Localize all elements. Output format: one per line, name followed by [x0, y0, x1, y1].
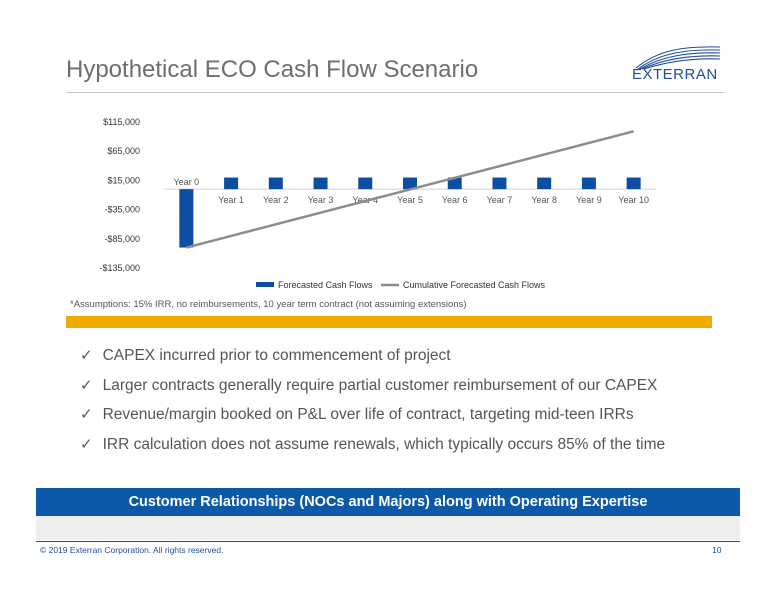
checkmark-icon: ✓	[80, 347, 93, 364]
x-category-label: Year 0	[174, 177, 200, 187]
x-category-label: Year 10	[618, 195, 649, 205]
x-category-label: Year 3	[308, 195, 334, 205]
cumulative-line	[186, 130, 634, 249]
bar-year-8	[537, 177, 552, 190]
bullet-text: CAPEX incurred prior to commencement of …	[102, 347, 451, 364]
x-category-label: Year 8	[531, 195, 557, 205]
bar-year-5	[403, 177, 417, 190]
assumptions-note: *Assumptions: 15% IRR, no reimbursements…	[70, 299, 467, 310]
y-axis-ticks: $115,000 $65,000 $15,000 -$35,000 -$85,000 -$…	[99, 117, 140, 273]
bullet-text: Larger contracts generally require parti…	[102, 376, 658, 394]
y-tick-label: $65,000	[107, 146, 140, 156]
bullet-text: Revenue/margin booked on P&L over life o…	[102, 406, 634, 423]
cash-flow-chart: $115,000 $65,000 $15,000 -$35,000 -$85,000 -$…	[99, 117, 656, 290]
y-tick-label: $15,000	[107, 175, 140, 185]
bullet-item: ✓ Larger contracts generally require part…	[80, 376, 665, 406]
customer-relationships-banner: Customer Relationships (NOCs and Majors)…	[36, 488, 740, 516]
bar-year-0	[179, 189, 194, 248]
x-category-label: Year 5	[397, 195, 423, 205]
bar-year-6	[447, 177, 462, 190]
bullet-item: ✓ IRR calculation does not assume renewal…	[80, 435, 665, 465]
x-category-label: Year 7	[487, 195, 513, 205]
logo-swoosh-icon	[635, 46, 721, 70]
x-category-label: Year 9	[576, 195, 602, 205]
bar-year-1	[224, 177, 239, 190]
bar-year-9	[581, 177, 596, 190]
exterran-logo: EXTERRAN	[628, 44, 724, 88]
x-category-label: Year 2	[263, 195, 289, 205]
title-divider	[66, 92, 724, 93]
y-tick-label: -$135,000	[99, 263, 140, 273]
chart-legend: Forecasted Cash Flows Cumulative Forecas…	[256, 280, 546, 290]
gold-divider-bar	[66, 316, 712, 328]
bar-year-7	[492, 177, 507, 190]
banner-underlay	[36, 516, 740, 540]
footer-divider	[36, 541, 740, 542]
x-category-label: Year 1	[218, 195, 244, 205]
bullet-text: IRR calculation does not assume renewals…	[102, 435, 666, 453]
bar-year-3	[313, 177, 328, 190]
bullet-item: ✓ CAPEX incurred prior to commencement of…	[80, 346, 665, 376]
y-tick-label: $115,000	[103, 117, 140, 127]
checkmark-icon: ✓	[80, 376, 93, 394]
page-number: 10	[712, 545, 722, 555]
logo-wordmark: EXTERRAN	[632, 66, 718, 83]
checkmark-icon: ✓	[80, 435, 93, 453]
bar-year-10	[626, 177, 641, 190]
bullet-item: ✓ Revenue/margin booked on P&L over life …	[80, 405, 665, 435]
legend-label-cumulative: Cumulative Forecasted Cash Flows	[403, 280, 546, 290]
copyright-footer: © 2019 Exterran Corporation. All rights …	[40, 545, 224, 555]
checkmark-icon: ✓	[80, 406, 93, 423]
bar-year-2	[268, 177, 283, 190]
bullet-list: ✓ CAPEX incurred prior to commencement of…	[80, 346, 665, 464]
bar-year-4	[358, 177, 373, 190]
legend-label-forecasted-cash-flows: Forecasted Cash Flows	[278, 280, 373, 290]
y-tick-label: -$35,000	[104, 205, 140, 215]
y-tick-label: -$85,000	[104, 234, 140, 244]
page-title: Hypothetical ECO Cash Flow Scenario	[66, 56, 479, 83]
x-category-label: Year 6	[442, 195, 468, 205]
legend-swatch-forecasted-cash-flows	[256, 282, 274, 287]
bar-series	[179, 177, 641, 248]
